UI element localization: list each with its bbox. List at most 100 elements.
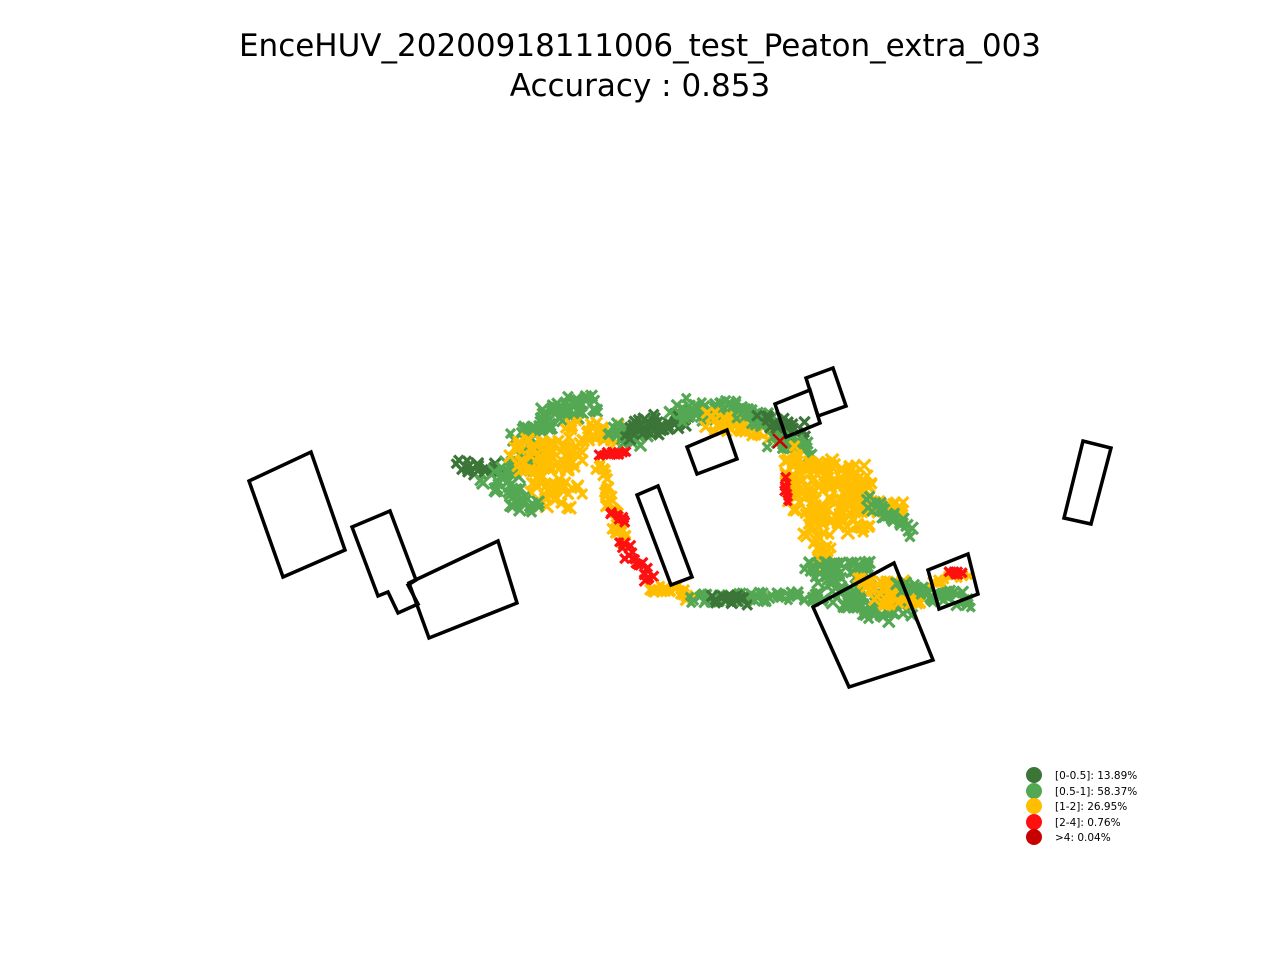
trajectory-marker: [556, 437, 572, 453]
trajectory-marker: [867, 581, 881, 595]
trajectory-marker: [562, 431, 575, 444]
trajectory-marker: [698, 420, 713, 434]
trajectory-marker: [788, 439, 801, 453]
trajectory-marker: [736, 591, 750, 605]
trajectory-marker: [965, 602, 976, 613]
trajectory-marker: [827, 457, 842, 472]
obstacle-outline: [772, 387, 823, 440]
trajectory-marker: [554, 453, 568, 467]
trajectory-marker: [867, 592, 882, 607]
trajectory-marker: [716, 398, 728, 410]
legend-item: [2-4]: 0.76%: [1024, 813, 1184, 830]
trajectory-marker: [565, 454, 580, 470]
trajectory-marker: [710, 413, 722, 425]
obstacle-outlines: [246, 365, 1114, 690]
obstacle-outline: [246, 449, 348, 580]
trajectory-marker: [832, 557, 844, 569]
trajectory-marker: [632, 559, 645, 571]
trajectory-marker: [601, 480, 615, 494]
trajectory-marker: [535, 469, 550, 483]
trajectory-marker: [864, 476, 878, 490]
trajectory-marker: [700, 406, 714, 420]
trajectory-marker: [620, 514, 630, 524]
trajectory-marker: [820, 501, 836, 517]
trajectory-marker: [571, 416, 583, 427]
legend-marker-icon: [1026, 829, 1042, 845]
trajectory-marker: [625, 426, 639, 439]
trajectory-marker: [792, 439, 804, 452]
trajectory-marker: [613, 536, 625, 548]
trajectory-marker: [569, 445, 585, 461]
trajectory-marker: [798, 490, 813, 504]
trajectory-marker: [730, 397, 742, 410]
trajectory-marker: [490, 482, 504, 496]
trajectory-marker: [579, 389, 593, 403]
trajectory-marker: [555, 482, 569, 496]
trajectory-marker: [905, 521, 920, 536]
trajectory-marker: [605, 506, 618, 518]
legend-label: [2-4]: 0.76%: [1055, 816, 1121, 829]
obstacle-outline: [925, 551, 981, 612]
trajectory-marker: [791, 589, 804, 603]
trajectory-marker: [637, 412, 652, 427]
legend-label: [0-0.5]: 13.89%: [1055, 770, 1138, 782]
trajectory-marker: [588, 403, 604, 418]
trajectory-marker: [561, 390, 574, 403]
legend-item: [0-0.5]: 13.89%: [1024, 766, 1184, 783]
trajectory-marker: [731, 413, 742, 424]
trajectory-marker: [956, 567, 968, 579]
trajectory-marker: [718, 411, 731, 424]
trajectory-marker: [751, 409, 764, 422]
trajectory-marker: [538, 446, 554, 462]
trajectory-marker: [799, 462, 815, 478]
obstacle-outline: [1061, 438, 1114, 527]
legend: [0-0.5]: 13.89% [0.5-1]: 58.37% [1-2]: 26.…: [1024, 766, 1184, 845]
trajectory-marker: [647, 570, 660, 583]
trajectory-marker: [818, 541, 832, 555]
legend-item: >4: 0.04%: [1024, 828, 1184, 845]
trajectory-marker: [858, 561, 873, 575]
trajectory-marker: [562, 500, 578, 515]
trajectory-marker: [802, 454, 815, 467]
trajectory-marker: [762, 591, 776, 605]
chart-title: EnceHUV_20200918111006_test_Peaton_extra…: [238, 28, 1042, 64]
trajectory-marker: [576, 488, 589, 501]
trajectory-marker: [745, 587, 758, 600]
legend-marker-icon: [1026, 798, 1042, 814]
legend-item: [1-2]: 26.95%: [1024, 797, 1184, 814]
obstacle-outline: [803, 365, 849, 419]
trajectory-marker: [511, 437, 525, 451]
trajectory-marker: [805, 520, 820, 534]
trajectory-markers: [450, 389, 976, 629]
trajectory-marker: [824, 529, 836, 541]
trajectory-marker: [514, 494, 529, 509]
trajectory-marker: [806, 487, 818, 500]
trajectory-marker: [786, 454, 801, 468]
trajectory-marker: [609, 426, 623, 440]
obstacle-outline: [634, 483, 695, 588]
trajectory-marker: [709, 597, 722, 609]
trajectory-marker: [693, 402, 706, 416]
trajectory-marker: [947, 585, 961, 599]
obstacle-outline: [684, 427, 740, 477]
trajectory-marker: [587, 394, 601, 407]
legend-marker-icon: [1026, 813, 1042, 830]
trajectory-marker: [821, 572, 836, 586]
legend-label: [0.5-1]: 58.37%: [1055, 785, 1138, 798]
trajectory-marker: [533, 501, 545, 513]
trajectory-marker: [834, 571, 848, 585]
trajectory-marker: [571, 480, 584, 493]
trajectory-marker: [619, 516, 631, 528]
trajectory-marker: [800, 439, 812, 451]
trajectory-marker: [817, 519, 829, 530]
trajectory-marker: [577, 434, 591, 448]
trajectory-marker: [798, 415, 811, 429]
trajectory-marker: [495, 461, 509, 475]
trajectory-marker: [889, 507, 901, 519]
trajectory-marker: [811, 575, 826, 590]
trajectory-marker: [525, 506, 538, 518]
legend-marker-icon: [1026, 782, 1042, 799]
trajectory-marker: [475, 475, 491, 491]
trajectory-marker: [843, 459, 855, 472]
